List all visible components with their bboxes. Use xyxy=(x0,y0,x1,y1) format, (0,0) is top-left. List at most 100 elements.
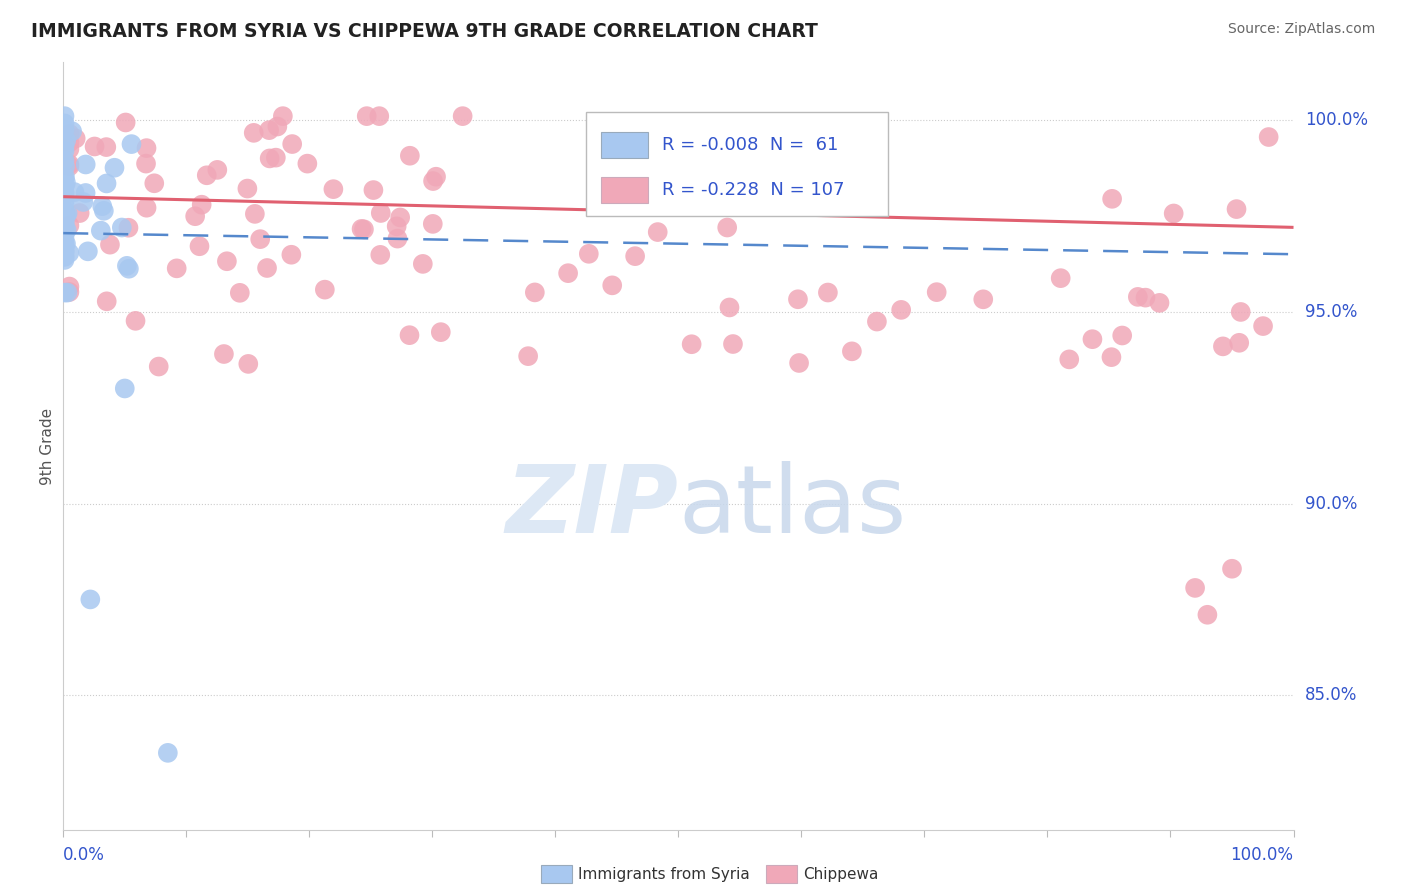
Point xyxy=(56,285,79,300)
Point xyxy=(1251,319,1274,334)
Point xyxy=(370,206,392,220)
Point xyxy=(721,337,744,351)
Text: ZIP: ZIP xyxy=(506,461,678,553)
Point xyxy=(53,244,76,259)
Point xyxy=(53,230,76,244)
Point xyxy=(124,314,146,328)
Point xyxy=(1101,192,1123,206)
Point xyxy=(90,224,112,238)
Point xyxy=(830,178,852,193)
Point xyxy=(256,260,278,275)
Point xyxy=(55,208,77,222)
Point xyxy=(75,186,97,200)
Point xyxy=(600,278,623,293)
Point xyxy=(53,285,76,300)
Point xyxy=(1111,328,1133,343)
Point xyxy=(58,142,80,156)
Point xyxy=(368,248,391,262)
Point xyxy=(787,356,810,370)
Point xyxy=(115,259,138,273)
Point xyxy=(53,236,76,251)
Point xyxy=(53,116,76,130)
Point xyxy=(184,209,207,223)
Point xyxy=(53,250,76,264)
Point xyxy=(787,177,810,191)
Point xyxy=(53,139,76,153)
Text: 95.0%: 95.0% xyxy=(1305,302,1357,321)
Point xyxy=(387,231,409,245)
Point xyxy=(53,245,76,260)
Point xyxy=(53,207,76,221)
Point xyxy=(207,162,229,177)
Point xyxy=(72,194,94,209)
Point xyxy=(53,160,76,174)
Text: Immigrants from Syria: Immigrants from Syria xyxy=(578,867,749,881)
Point xyxy=(280,248,302,262)
Point xyxy=(257,123,280,137)
Point xyxy=(229,285,252,300)
Point xyxy=(117,220,139,235)
Point xyxy=(53,252,76,267)
Point xyxy=(135,156,157,170)
Point xyxy=(148,359,170,374)
Point xyxy=(53,249,76,263)
Point xyxy=(114,115,136,129)
Point xyxy=(242,126,264,140)
Point xyxy=(166,261,188,276)
Point xyxy=(890,302,912,317)
Point xyxy=(350,222,373,236)
Point xyxy=(111,220,134,235)
Point xyxy=(55,133,77,147)
Point xyxy=(53,109,76,123)
Point xyxy=(314,283,336,297)
Point xyxy=(91,199,114,213)
Point xyxy=(55,176,77,190)
Point xyxy=(759,165,782,179)
Point xyxy=(58,246,80,260)
Point xyxy=(238,357,260,371)
Text: atlas: atlas xyxy=(678,461,907,553)
Point xyxy=(236,181,259,195)
Point xyxy=(322,182,344,196)
Point xyxy=(83,139,105,153)
Point xyxy=(103,161,125,175)
Point xyxy=(53,198,76,212)
Point xyxy=(647,225,669,239)
Point xyxy=(53,179,76,194)
Text: R = -0.008  N =  61: R = -0.008 N = 61 xyxy=(662,136,839,154)
Point xyxy=(430,325,453,339)
Point xyxy=(212,347,235,361)
Point xyxy=(96,294,118,309)
Point xyxy=(398,328,420,343)
Text: 90.0%: 90.0% xyxy=(1305,494,1357,513)
Point xyxy=(624,249,647,263)
Point xyxy=(731,184,754,198)
Point xyxy=(114,381,136,395)
Point xyxy=(96,140,118,154)
Point xyxy=(517,349,540,363)
Point xyxy=(412,257,434,271)
Point xyxy=(58,219,80,233)
Point xyxy=(53,172,76,186)
Point xyxy=(389,211,412,225)
Bar xyxy=(600,132,648,158)
Text: 100.0%: 100.0% xyxy=(1230,847,1294,864)
Point xyxy=(58,160,80,174)
Point xyxy=(578,247,600,261)
Point xyxy=(53,122,76,136)
Point xyxy=(1126,290,1149,304)
Point xyxy=(53,238,76,252)
Point xyxy=(69,206,91,220)
Point xyxy=(53,221,76,235)
Text: Source: ZipAtlas.com: Source: ZipAtlas.com xyxy=(1227,22,1375,37)
Point xyxy=(425,169,447,184)
Point xyxy=(53,244,76,258)
Point xyxy=(716,220,738,235)
Point xyxy=(297,156,319,170)
Point xyxy=(53,178,76,193)
Point xyxy=(135,201,157,215)
Point xyxy=(79,592,101,607)
Point xyxy=(1049,271,1071,285)
Point xyxy=(188,239,211,253)
Point xyxy=(1099,350,1122,364)
